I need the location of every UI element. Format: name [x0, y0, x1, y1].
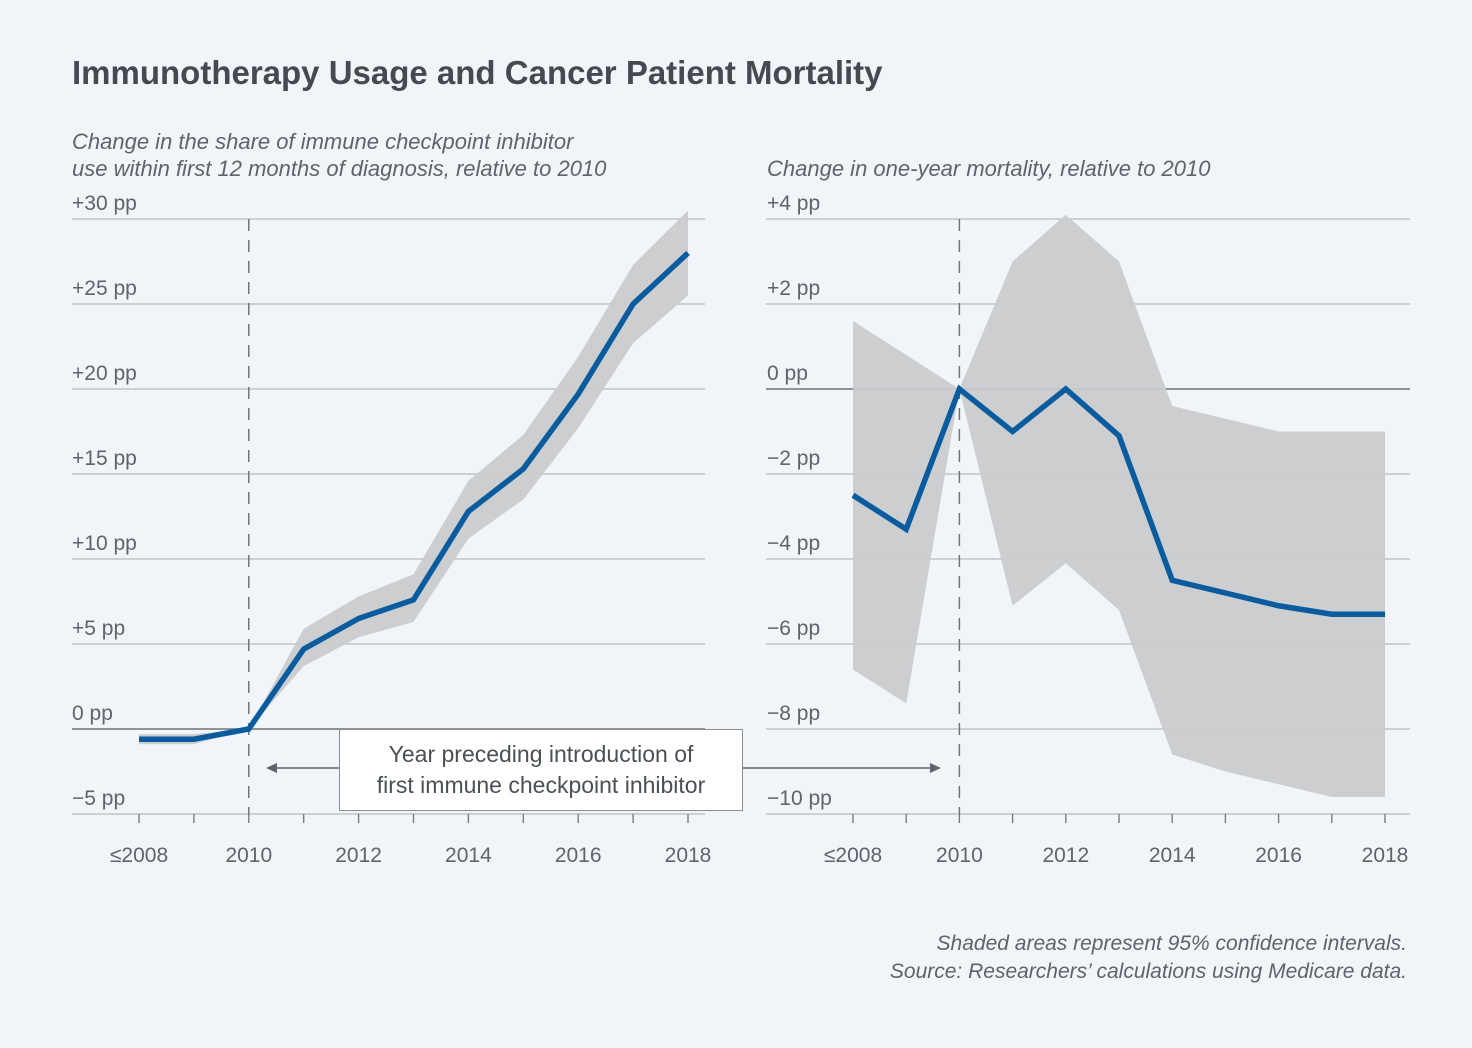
x-tick-label: ≤2008 [824, 844, 882, 867]
y-tick-label: +25 pp [72, 277, 137, 300]
x-tick-label: 2016 [1255, 844, 1302, 867]
x-tick-label: 2018 [1362, 844, 1409, 867]
left-subtitle-line1: Change in the share of immune checkpoint… [72, 129, 574, 154]
x-tick-label: ≤2008 [110, 844, 168, 867]
annotation-arrows [266, 763, 941, 773]
y-tick-label: +4 pp [767, 192, 820, 215]
arrow-right-icon [930, 763, 941, 773]
y-tick-label: 0 pp [72, 702, 113, 725]
x-tick-label: 2012 [335, 844, 382, 867]
right-subtitle-line: Change in one-year mortality, relative t… [767, 156, 1211, 181]
y-tick-label: −8 pp [767, 702, 820, 725]
y-tick-label: −4 pp [767, 532, 820, 555]
y-tick-label: +30 pp [72, 192, 137, 215]
y-tick-label: +15 pp [72, 447, 137, 470]
y-tick-label: −5 pp [72, 787, 125, 810]
y-tick-label: +5 pp [72, 617, 125, 640]
right-subtitle: Change in one-year mortality, relative t… [767, 155, 1407, 182]
y-tick-label: +10 pp [72, 532, 137, 555]
footnote-source: Source: Researchers’ calculations using … [889, 960, 1407, 983]
left-subtitle: Change in the share of immune checkpoint… [72, 128, 672, 182]
x-tick-label: 2010 [225, 844, 272, 867]
chart-title: Immunotherapy Usage and Cancer Patient M… [72, 54, 883, 91]
y-tick-label: −2 pp [767, 447, 820, 470]
x-tick-label: 2014 [1149, 844, 1196, 867]
x-tick-label: 2010 [936, 844, 983, 867]
x-tick-label: 2012 [1042, 844, 1089, 867]
footnote-ci: Shaded areas represent 95% confidence in… [936, 932, 1407, 955]
confidence-band [139, 210, 688, 745]
left-subtitle-line2: use within first 12 months of diagnosis,… [72, 156, 607, 181]
x-tick-label: 2016 [555, 844, 602, 867]
annotation-line1: Year preceding introduction of [388, 741, 694, 767]
y-tick-label: 0 pp [767, 362, 808, 385]
y-tick-label: −10 pp [767, 787, 832, 810]
right-plot: −10 pp −8 pp −6 pp −4 pp −2 pp 0 pp +2 pp +4 pp… [766, 192, 1410, 867]
y-tick-label: +2 pp [767, 277, 820, 300]
annotation-box: Year preceding introduction of first imm… [339, 729, 743, 811]
arrow-left-icon [266, 763, 277, 773]
left-plot: −5 pp 0 pp +5 pp +10 pp +15 pp +20 pp +25 pp +3… [72, 192, 711, 867]
y-tick-label: −6 pp [767, 617, 820, 640]
y-tick-label: +20 pp [72, 362, 137, 385]
x-tick-label: 2014 [445, 844, 492, 867]
annotation-line2: first immune checkpoint inhibitor [376, 772, 706, 798]
x-tick-label: 2018 [665, 844, 712, 867]
confidence-band [853, 214, 1385, 797]
